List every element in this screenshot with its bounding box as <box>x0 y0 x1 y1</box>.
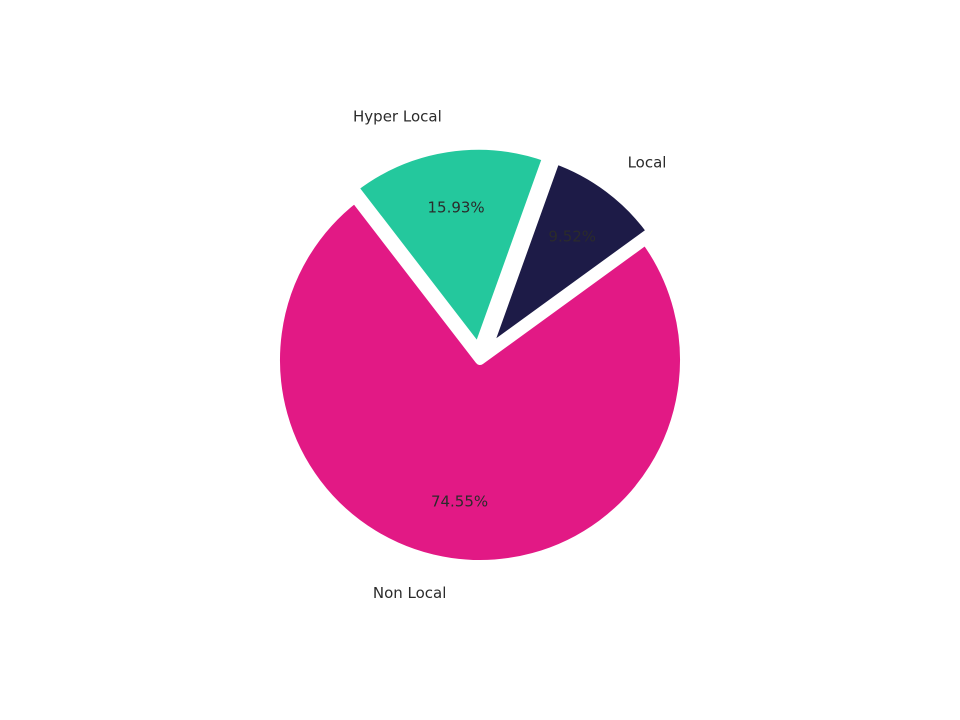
pie-pct-label: 74.55% <box>431 493 488 511</box>
pie-pct-label: 9.52% <box>548 227 596 245</box>
pie-pct-label: 15.93% <box>427 199 484 217</box>
pie-chart: 9.52% Local 15.93% Hyper Local 74.55% Non Loc… <box>0 0 960 720</box>
pie-slice-label: Local <box>628 154 667 172</box>
pie-slice-label: Non Local <box>373 584 447 602</box>
pie-slice-label: Hyper Local <box>353 107 442 125</box>
